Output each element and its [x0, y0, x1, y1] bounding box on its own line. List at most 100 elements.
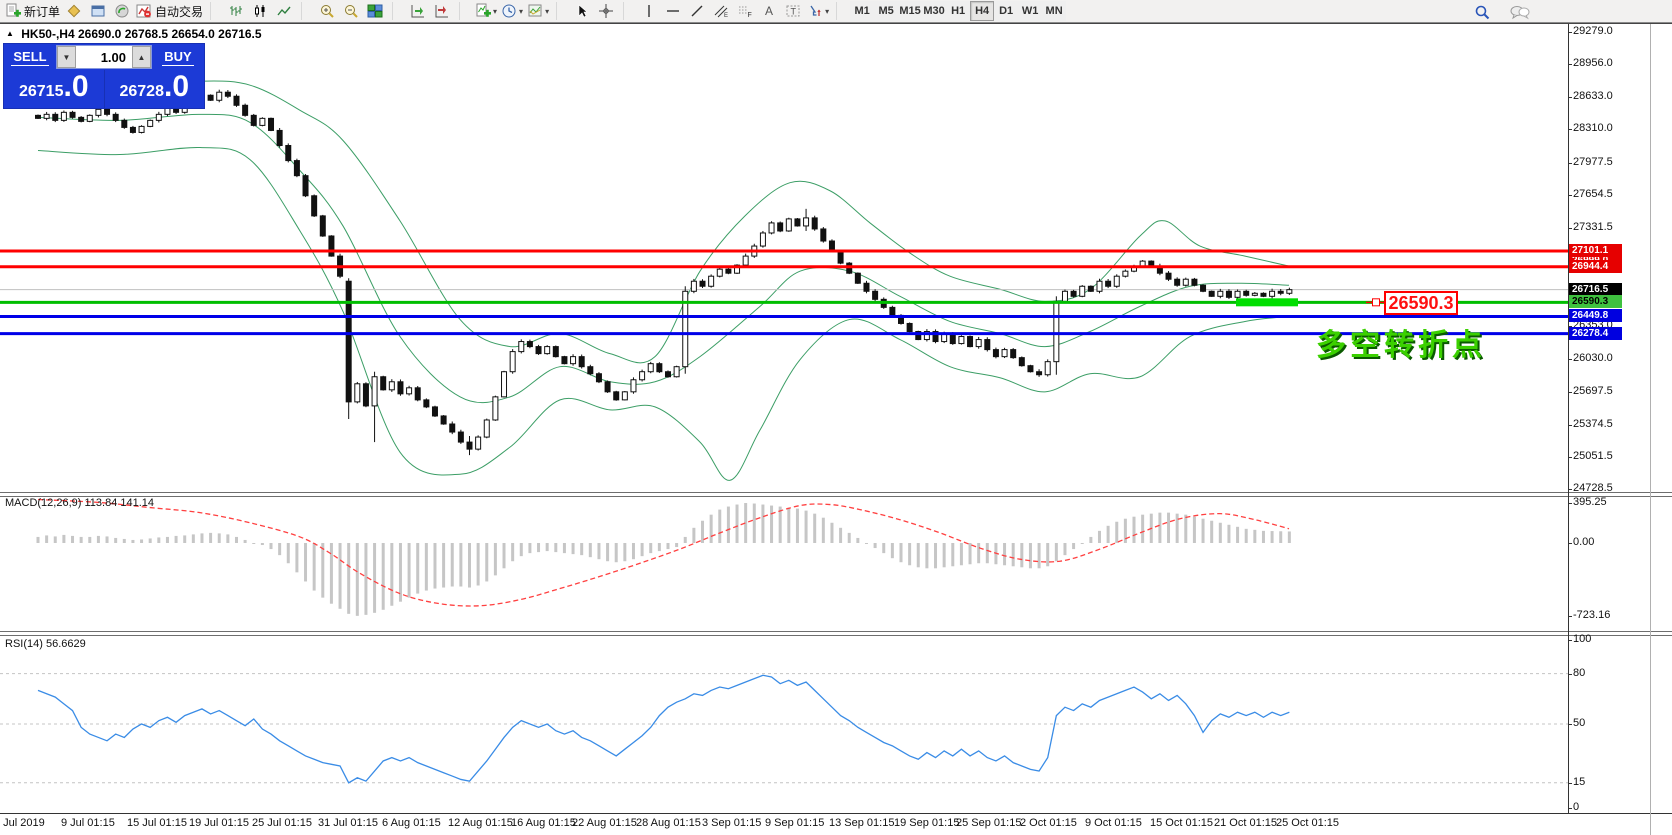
- timeframe-m5[interactable]: M5: [874, 1, 899, 21]
- macd-bar: [752, 503, 756, 543]
- auto-trading-button[interactable]: 自动交易: [134, 1, 205, 21]
- candle-body: [863, 282, 870, 292]
- sell-button[interactable]: SELL: [11, 48, 49, 66]
- arrows-button[interactable]: ▾: [805, 1, 831, 21]
- macd-bar: [1141, 514, 1145, 543]
- candle-body: [129, 126, 136, 133]
- cursor-button[interactable]: [570, 1, 594, 21]
- volume-input[interactable]: 1.00: [76, 46, 132, 68]
- search-button[interactable]: [1470, 2, 1494, 22]
- macd-bar: [701, 520, 705, 543]
- timeframe-d1[interactable]: D1: [994, 1, 1019, 21]
- community-button[interactable]: [110, 1, 134, 21]
- candle-body: [552, 346, 559, 358]
- trendline-button[interactable]: [685, 1, 709, 21]
- chart-shift-button[interactable]: [406, 1, 430, 21]
- chart-open-value: 26690.0: [77, 27, 122, 41]
- community-icon: [114, 3, 130, 19]
- macd-bar: [312, 543, 316, 591]
- fibonacci-button[interactable]: F: [733, 1, 757, 21]
- macd-bar: [640, 543, 644, 557]
- candle-body: [268, 117, 275, 131]
- indicators-button[interactable]: ▾: [473, 1, 499, 21]
- new-order-button[interactable]: 新订单: [3, 1, 62, 21]
- macd-values: 113.84 141.14: [84, 497, 155, 509]
- chart-high-value: 26768.5: [124, 27, 169, 41]
- text-label-icon: T: [785, 3, 801, 19]
- candle-body: [794, 218, 801, 227]
- macd-bar: [537, 543, 541, 553]
- metaeditor-button[interactable]: [86, 1, 110, 21]
- bollinger-upper: [37, 80, 1290, 364]
- candle-body: [1061, 290, 1068, 302]
- macd-pane-svg[interactable]: [0, 496, 1568, 631]
- volume-increase-button[interactable]: ▲: [132, 46, 151, 68]
- rsi-pane-svg[interactable]: [0, 635, 1568, 813]
- macd-bar: [925, 543, 929, 569]
- equidistant-channel-button[interactable]: E: [709, 1, 733, 21]
- bar-chart-button[interactable]: [224, 1, 248, 21]
- price-tick-label: 25374.5: [1573, 417, 1613, 430]
- tile-windows-button[interactable]: [363, 1, 387, 21]
- macd-bar: [1106, 525, 1110, 543]
- text-label-button[interactable]: T: [781, 1, 805, 21]
- candle-body: [544, 346, 551, 355]
- price-callout-26590[interactable]: 26590.3: [1384, 291, 1458, 315]
- rsi-tick-mark: [1568, 808, 1572, 809]
- timeframe-m30[interactable]: M30: [922, 1, 947, 21]
- timeframe-h1[interactable]: H1: [946, 1, 971, 21]
- time-axis-label: 9 Oct 01:15: [1085, 817, 1142, 829]
- toolbar-separator: [459, 2, 469, 20]
- collapse-panel-icon[interactable]: ▲: [6, 29, 14, 38]
- candle-body: [854, 272, 861, 284]
- macd-bar: [839, 527, 843, 543]
- timeframe-mn[interactable]: MN: [1042, 1, 1067, 21]
- line-chart-button[interactable]: [272, 1, 296, 21]
- text-button[interactable]: A: [757, 1, 781, 21]
- time-axis-label: 3 Sep 01:15: [702, 817, 762, 829]
- main-chart-svg[interactable]: [0, 24, 1568, 492]
- pane-separator[interactable]: [0, 492, 1672, 497]
- pane-separator[interactable]: [0, 631, 1672, 636]
- zoom-in-icon: [319, 3, 335, 19]
- time-axis-label: 25 Oct 01:15: [1276, 817, 1339, 829]
- buy-price[interactable]: 26728 .0: [105, 70, 205, 108]
- candlestick-chart-button[interactable]: [248, 1, 272, 21]
- price-tick-mark: [1568, 392, 1572, 394]
- macd-bar: [545, 543, 549, 552]
- candle-body: [1010, 349, 1017, 359]
- chat-button[interactable]: [1508, 2, 1532, 22]
- market-depth-button[interactable]: [62, 1, 86, 21]
- macd-bar: [424, 543, 428, 591]
- macd-bar: [88, 536, 92, 543]
- macd-bar: [1011, 543, 1015, 567]
- timeframe-w1[interactable]: W1: [1018, 1, 1043, 21]
- templates-button[interactable]: ▾: [525, 1, 551, 21]
- periods-button[interactable]: ▾: [499, 1, 525, 21]
- candle-body: [906, 322, 913, 333]
- macd-bar: [899, 543, 903, 563]
- macd-bar: [882, 543, 886, 554]
- volume-decrease-button[interactable]: ▼: [57, 46, 76, 68]
- price-tick-mark: [1568, 64, 1572, 66]
- timeframe-m1[interactable]: M1: [850, 1, 875, 21]
- candle-body: [975, 339, 982, 348]
- auto-scroll-button[interactable]: [430, 1, 454, 21]
- crosshair-button[interactable]: [594, 1, 618, 21]
- price-tag-26944.4: 26944.4: [1569, 259, 1622, 273]
- metaeditor-icon: [90, 3, 106, 19]
- buy-button[interactable]: BUY: [162, 48, 194, 66]
- candle-body: [233, 95, 240, 106]
- zoom-out-button[interactable]: [339, 1, 363, 21]
- sell-price[interactable]: 26715 .0: [4, 70, 104, 108]
- horizontal-line-button[interactable]: [661, 1, 685, 21]
- candle-body: [561, 356, 568, 365]
- candle-body: [1165, 272, 1172, 280]
- zoom-in-button[interactable]: [315, 1, 339, 21]
- candle-body: [639, 371, 646, 381]
- macd-bar: [1184, 514, 1188, 543]
- vertical-line-button[interactable]: [637, 1, 661, 21]
- timeframe-h4[interactable]: H4: [970, 1, 995, 21]
- macd-bar: [951, 543, 955, 567]
- timeframe-m15[interactable]: M15: [898, 1, 923, 21]
